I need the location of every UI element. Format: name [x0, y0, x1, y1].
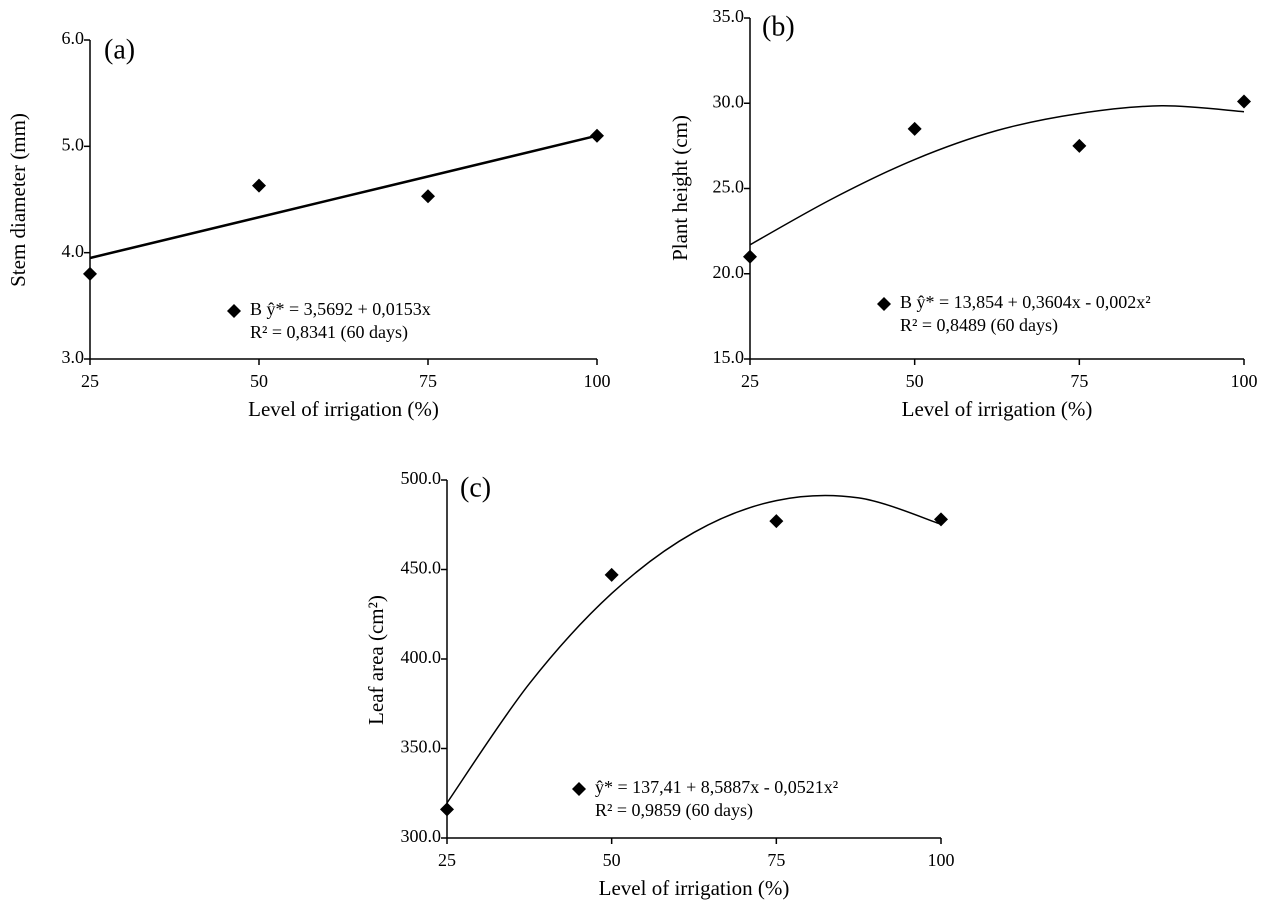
- legend-marker: [572, 782, 586, 796]
- data-point: [769, 514, 784, 529]
- y-tick-label: 400.0: [401, 647, 442, 667]
- y-tick-label: 6.0: [62, 28, 85, 48]
- y-tick-label: 5.0: [62, 134, 85, 154]
- fit-curve: [89, 134, 598, 260]
- x-axis-title: Level of irrigation (%): [902, 397, 1093, 421]
- y-tick-label: 35.0: [713, 6, 745, 26]
- x-tick-label: 50: [250, 371, 268, 391]
- equation-text: R² = 0,8489 (60 days): [900, 315, 1058, 336]
- legend-marker: [877, 297, 891, 311]
- y-tick-label: 450.0: [401, 558, 442, 578]
- x-tick-label: 100: [928, 850, 955, 870]
- equation-text: R² = 0,9859 (60 days): [595, 800, 753, 821]
- y-tick-label: 500.0: [401, 468, 442, 488]
- panel: 300.0 350.0 400.0 450.0 500.0 25 50 75 100 Level …: [364, 468, 955, 900]
- data-point: [934, 512, 948, 527]
- data-point: [590, 128, 604, 143]
- legend-marker: [227, 304, 241, 318]
- fit-curve: [749, 105, 1245, 246]
- x-tick-label: 25: [438, 850, 456, 870]
- data-point: [83, 266, 97, 281]
- data-point: [1237, 94, 1251, 109]
- x-tick-label: 100: [584, 371, 611, 391]
- x-tick-label: 50: [906, 371, 924, 391]
- y-tick-label: 25.0: [713, 177, 745, 197]
- y-tick-label: 4.0: [62, 241, 85, 261]
- y-tick-label: 3.0: [62, 347, 85, 367]
- equation-text: R² = 0,8341 (60 days): [250, 322, 408, 343]
- y-tick-label: 20.0: [713, 262, 745, 282]
- x-tick-label: 75: [767, 850, 785, 870]
- panel: 15.0 20.0 25.0 30.0 35.0 25 50 75 100 Level of ir…: [668, 6, 1258, 421]
- x-tick-label: 25: [81, 371, 99, 391]
- y-axis-title: Leaf area (cm²): [364, 595, 388, 725]
- x-axis-title: Level of irrigation (%): [599, 876, 790, 900]
- y-tick-label: 300.0: [401, 826, 442, 846]
- fit-curve: [446, 494, 942, 804]
- panel-label: (a): [104, 34, 135, 65]
- x-tick-label: 75: [1070, 371, 1088, 391]
- data-point: [440, 802, 454, 817]
- y-tick-label: 350.0: [401, 737, 442, 757]
- x-tick-label: 100: [1231, 371, 1258, 391]
- equation-text: B ŷ* = 13,854 + 0,3604x - 0,002x²: [900, 292, 1151, 312]
- x-axis-title: Level of irrigation (%): [248, 397, 439, 421]
- y-axis-title: Plant height (cm): [668, 115, 692, 261]
- data-point: [1072, 138, 1087, 153]
- equation-text: ŷ* = 137,41 + 8,5887x - 0,0521x²: [595, 777, 838, 797]
- data-point: [604, 567, 619, 582]
- y-tick-label: 30.0: [713, 91, 745, 111]
- x-tick-label: 25: [741, 371, 759, 391]
- panel-label: (c): [460, 472, 491, 503]
- equation-text: B ŷ* = 3,5692 + 0,0153x: [250, 299, 431, 319]
- x-tick-label: 75: [419, 371, 437, 391]
- panel-label: (b): [762, 11, 795, 42]
- y-tick-label: 15.0: [713, 347, 745, 367]
- data-point: [743, 249, 757, 264]
- data-point: [421, 189, 435, 204]
- data-point: [252, 178, 266, 193]
- x-tick-label: 50: [603, 850, 621, 870]
- y-axis-title: Stem diameter (mm): [6, 113, 30, 287]
- data-point: [907, 121, 922, 136]
- panel: 3.0 4.0 5.0 6.0 25 50 75 100 Level of irrigation…: [6, 28, 611, 421]
